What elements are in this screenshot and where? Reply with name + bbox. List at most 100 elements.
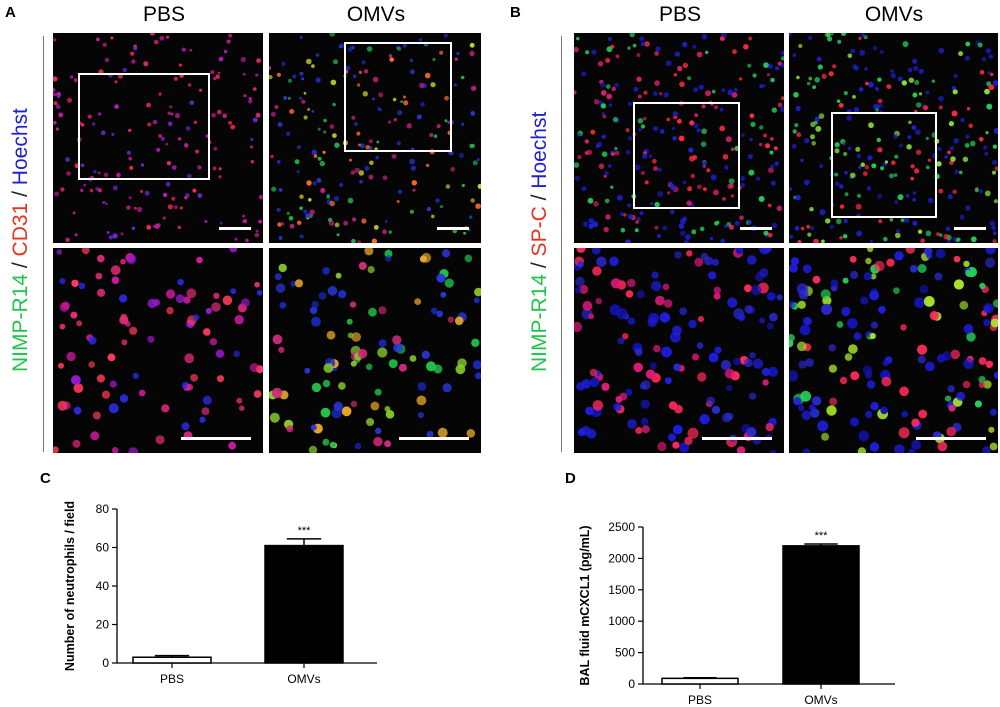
cell-blob: [60, 187, 65, 192]
cell-blob: [187, 173, 192, 179]
cell-blob: [167, 121, 173, 127]
cell-blob: [253, 87, 257, 91]
cell-blob: [614, 147, 618, 151]
cell-blob: [894, 200, 898, 204]
cell-blob: [830, 279, 839, 288]
cell-blob: [869, 442, 880, 452]
cell-blob: [868, 81, 874, 88]
cell-blob: [106, 231, 110, 234]
cell-blob: [677, 65, 683, 72]
cell-blob: [889, 218, 894, 222]
cell-blob: [985, 131, 989, 135]
cell-blob: [925, 361, 935, 372]
cell-blob: [678, 135, 685, 142]
cell-blob: [55, 127, 59, 131]
cell-blob: [111, 276, 120, 284]
cell-blob: [636, 290, 645, 299]
cell-blob: [649, 202, 654, 206]
cell-blob: [953, 255, 961, 263]
cell-blob: [759, 142, 763, 147]
cell-blob: [832, 64, 837, 69]
cell-blob: [601, 134, 606, 139]
cell-blob: [802, 264, 812, 274]
cell-blob: [988, 426, 995, 433]
cell-blob: [170, 112, 174, 116]
cell-blob: [965, 205, 971, 211]
cell-blob: [752, 73, 757, 78]
cell-blob: [329, 33, 335, 37]
cell-blob: [693, 87, 698, 92]
cell-blob: [911, 125, 917, 130]
cell-blob: [825, 218, 831, 224]
cell-blob: [306, 58, 312, 65]
cell-blob: [793, 92, 799, 98]
cell-blob: [720, 238, 725, 243]
cell-blob: [299, 194, 304, 199]
cell-blob: [292, 74, 297, 79]
cell-blob: [119, 394, 129, 403]
cell-blob: [751, 284, 762, 296]
cell-blob: [708, 271, 717, 280]
cell-blob: [576, 382, 585, 391]
panel-b-letter: B: [510, 4, 521, 21]
cell-blob: [611, 152, 615, 156]
cell-blob: [821, 432, 830, 441]
cell-blob: [587, 197, 594, 204]
cell-blob: [350, 400, 358, 408]
cell-blob: [766, 322, 774, 330]
cell-blob: [679, 81, 685, 88]
y-tick-label: 0: [102, 656, 109, 670]
cell-blob: [711, 405, 721, 414]
cell-blob: [351, 332, 361, 342]
cell-blob: [952, 89, 958, 95]
bar: [264, 544, 344, 664]
cell-blob: [841, 306, 851, 317]
panel-b-header-pbs: PBS: [658, 3, 702, 26]
cell-blob: [364, 165, 370, 171]
cell-blob: [860, 296, 869, 305]
cell-blob: [350, 170, 356, 175]
cell-blob: [409, 158, 415, 165]
cell-blob: [73, 406, 82, 415]
cell-blob: [939, 233, 943, 237]
cell-blob: [454, 57, 458, 61]
cell-blob: [659, 92, 663, 96]
cell-blob: [949, 146, 954, 151]
cell-blob: [914, 297, 925, 308]
cell-blob: [800, 226, 805, 231]
cell-blob: [925, 165, 930, 170]
cell-blob: [579, 284, 589, 294]
cell-blob: [697, 316, 705, 323]
cell-blob: [875, 108, 879, 112]
cell-blob: [847, 53, 853, 59]
cell-blob: [373, 225, 379, 230]
cell-blob: [242, 219, 248, 224]
cell-blob: [574, 90, 577, 95]
cell-blob: [108, 403, 119, 414]
cell-blob: [419, 255, 427, 263]
cell-blob: [255, 73, 259, 77]
cell-blob: [687, 427, 699, 439]
cell-blob: [746, 255, 757, 265]
cell-blob: [984, 190, 991, 197]
cell-blob: [584, 139, 590, 144]
cell-blob: [146, 102, 151, 108]
cell-blob: [925, 136, 929, 140]
cell-blob: [470, 85, 477, 91]
micrograph-a-pbs: [53, 33, 263, 243]
cell-blob: [375, 155, 380, 160]
cell-blob: [992, 299, 998, 308]
cell-blob: [678, 442, 690, 453]
cell-blob: [929, 311, 939, 321]
cell-blob: [228, 121, 233, 125]
cell-blob: [927, 158, 932, 162]
cell-blob: [638, 127, 642, 132]
cell-blob: [640, 171, 645, 175]
cell-blob: [233, 350, 240, 358]
cell-blob: [770, 77, 775, 83]
cell-blob: [966, 107, 971, 111]
cell-blob: [308, 198, 312, 202]
cell-blob: [409, 58, 413, 63]
cell-blob: [806, 81, 811, 86]
cell-blob: [870, 321, 879, 329]
